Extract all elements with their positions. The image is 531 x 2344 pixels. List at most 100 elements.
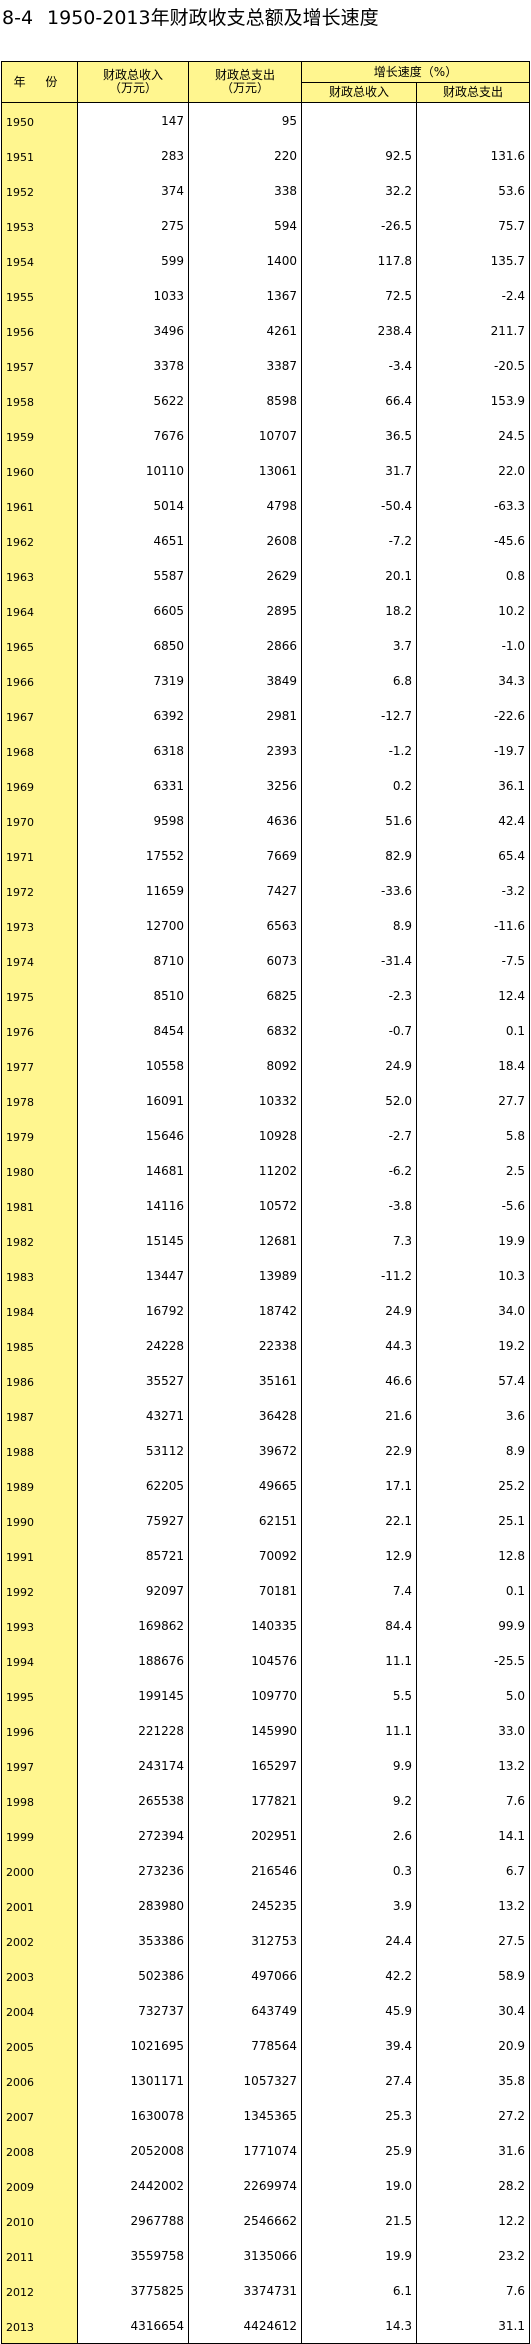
revenue-cell: 5014 (77, 488, 189, 523)
revenue-growth-cell: 24.9 (301, 1293, 417, 1328)
table-row: 1978 16091 10332 52.0 27.7 (1, 1083, 530, 1118)
year-cell: 1995 (1, 1678, 78, 1713)
table-row: 1957 3378 3387 -3.4 -20.5 (1, 348, 530, 383)
year-cell: 1982 (1, 1223, 78, 1258)
expenditure-cell: 36428 (188, 1398, 302, 1433)
revenue-cell: 221228 (77, 1713, 189, 1748)
expenditure-cell: 3849 (188, 663, 302, 698)
expenditure-cell: 6563 (188, 908, 302, 943)
year-cell: 1987 (1, 1398, 78, 1433)
revenue-growth-cell: 24.4 (301, 1923, 417, 1958)
header-expenditure-unit: （万元） (220, 81, 269, 95)
expenditure-cell: 39672 (188, 1433, 302, 1468)
expenditure-cell: 7427 (188, 873, 302, 908)
revenue-growth-cell: 17.1 (301, 1468, 417, 1503)
table-row: 1954 599 1400 117.8 135.7 (1, 243, 530, 278)
table-row: 1963 5587 2629 20.1 0.8 (1, 558, 530, 593)
expenditure-growth-cell: 65.4 (416, 838, 530, 873)
revenue-growth-cell: 14.3 (301, 2308, 417, 2344)
revenue-cell: 75927 (77, 1503, 189, 1538)
revenue-cell: 85721 (77, 1538, 189, 1573)
expenditure-growth-cell: 13.2 (416, 1888, 530, 1923)
revenue-growth-cell: 31.7 (301, 453, 417, 488)
revenue-growth-cell: -33.6 (301, 873, 417, 908)
revenue-cell: 15145 (77, 1223, 189, 1258)
year-cell: 1978 (1, 1083, 78, 1118)
expenditure-cell: 165297 (188, 1748, 302, 1783)
expenditure-cell: 145990 (188, 1713, 302, 1748)
expenditure-cell: 778564 (188, 2028, 302, 2063)
revenue-growth-cell: 0.3 (301, 1853, 417, 1888)
table-row: 2005 1021695 778564 39.4 20.9 (1, 2028, 530, 2063)
expenditure-cell: 70181 (188, 1573, 302, 1608)
revenue-cell: 599 (77, 243, 189, 278)
revenue-cell: 1021695 (77, 2028, 189, 2063)
expenditure-growth-cell: 53.6 (416, 173, 530, 208)
expenditure-growth-cell: -7.5 (416, 943, 530, 978)
year-cell: 1960 (1, 453, 78, 488)
revenue-growth-cell: 52.0 (301, 1083, 417, 1118)
revenue-cell: 265538 (77, 1783, 189, 1818)
revenue-cell: 14681 (77, 1153, 189, 1188)
revenue-cell: 24228 (77, 1328, 189, 1363)
year-cell: 1998 (1, 1783, 78, 1818)
revenue-growth-cell: 9.2 (301, 1783, 417, 1818)
revenue-cell: 1630078 (77, 2098, 189, 2133)
revenue-cell: 92097 (77, 1573, 189, 1608)
expenditure-growth-cell: 36.1 (416, 768, 530, 803)
expenditure-cell: 35161 (188, 1363, 302, 1398)
expenditure-cell: 4798 (188, 488, 302, 523)
revenue-growth-cell: -50.4 (301, 488, 417, 523)
year-cell: 1970 (1, 803, 78, 838)
expenditure-growth-cell: 35.8 (416, 2063, 530, 2098)
expenditure-cell: 1057327 (188, 2063, 302, 2098)
expenditure-growth-cell: -5.6 (416, 1188, 530, 1223)
table-row: 1985 24228 22338 44.3 19.2 (1, 1328, 530, 1363)
year-cell: 2012 (1, 2273, 78, 2308)
expenditure-growth-cell: 19.9 (416, 1223, 530, 1258)
revenue-cell: 3775825 (77, 2273, 189, 2308)
table-row: 1961 5014 4798 -50.4 -63.3 (1, 488, 530, 523)
year-cell: 1988 (1, 1433, 78, 1468)
expenditure-growth-cell: -19.7 (416, 733, 530, 768)
expenditure-growth-cell: 24.5 (416, 418, 530, 453)
expenditure-cell: 2608 (188, 523, 302, 558)
year-cell: 1966 (1, 663, 78, 698)
revenue-cell: 15646 (77, 1118, 189, 1153)
year-cell: 1977 (1, 1048, 78, 1083)
revenue-growth-cell: -6.2 (301, 1153, 417, 1188)
expenditure-cell: 49665 (188, 1468, 302, 1503)
year-cell: 1969 (1, 768, 78, 803)
revenue-cell: 53112 (77, 1433, 189, 1468)
revenue-growth-cell: 36.5 (301, 418, 417, 453)
revenue-growth-cell: 19.9 (301, 2238, 417, 2273)
year-cell: 1956 (1, 313, 78, 348)
revenue-growth-cell: 11.1 (301, 1643, 417, 1678)
expenditure-growth-cell: 14.1 (416, 1818, 530, 1853)
table-row: 1996 221228 145990 11.1 33.0 (1, 1713, 530, 1748)
revenue-growth-cell: 11.1 (301, 1713, 417, 1748)
table-body: 1950 147 95 1951 283 220 92.5 131.6 1952 374 338 32… (1, 102, 530, 2344)
year-cell: 1963 (1, 558, 78, 593)
year-cell: 1996 (1, 1713, 78, 1748)
revenue-growth-cell: 8.9 (301, 908, 417, 943)
table-row: 2010 2967788 2546662 21.5 12.2 (1, 2203, 530, 2238)
expenditure-growth-cell: 13.2 (416, 1748, 530, 1783)
revenue-growth-cell: 20.1 (301, 558, 417, 593)
year-cell: 2006 (1, 2063, 78, 2098)
revenue-growth-cell: 3.9 (301, 1888, 417, 1923)
table-row: 1970 9598 4636 51.6 42.4 (1, 803, 530, 838)
table-row: 1976 8454 6832 -0.7 0.1 (1, 1013, 530, 1048)
table-row: 2001 283980 245235 3.9 13.2 (1, 1888, 530, 1923)
expenditure-cell: 8092 (188, 1048, 302, 1083)
table-row: 1968 6318 2393 -1.2 -19.7 (1, 733, 530, 768)
expenditure-cell: 11202 (188, 1153, 302, 1188)
expenditure-cell: 245235 (188, 1888, 302, 1923)
table-row: 2009 2442002 2269974 19.0 28.2 (1, 2168, 530, 2203)
revenue-cell: 283 (77, 138, 189, 173)
table-row: 1964 6605 2895 18.2 10.2 (1, 593, 530, 628)
expenditure-cell: 22338 (188, 1328, 302, 1363)
expenditure-growth-cell: 8.9 (416, 1433, 530, 1468)
revenue-growth-cell: 46.6 (301, 1363, 417, 1398)
year-cell: 1997 (1, 1748, 78, 1783)
